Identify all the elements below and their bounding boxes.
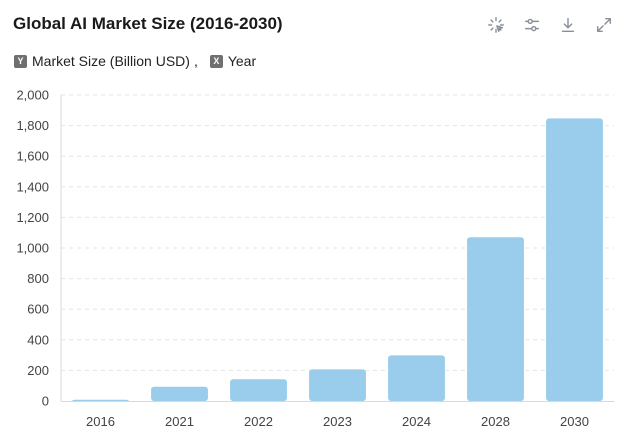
expand-icon[interactable]	[594, 15, 614, 35]
bar-2022	[230, 379, 287, 401]
x-tick-label: 2021	[165, 414, 194, 429]
x-tick-label: 2023	[323, 414, 352, 429]
x-tick-label: 2028	[481, 414, 510, 429]
y-tick-label: 1,600	[16, 149, 49, 164]
x-tick-label: 2016	[86, 414, 115, 429]
bar-2024	[388, 355, 445, 401]
y-axis-legend-label: Market Size (Billion USD)	[32, 53, 190, 69]
y-tick-label: 800	[27, 271, 49, 286]
y-tick-label: 0	[42, 394, 49, 409]
y-tick-label: 1,800	[16, 118, 49, 133]
bar-2023	[309, 369, 366, 401]
chart-toolbar	[486, 15, 614, 35]
y-tick-label: 1,200	[16, 210, 49, 225]
x-tick-label: 2024	[402, 414, 431, 429]
filter-sliders-icon[interactable]	[522, 15, 542, 35]
download-icon[interactable]	[558, 15, 578, 35]
bar-2016	[72, 399, 129, 401]
bar-2021	[151, 386, 208, 401]
legend-separator: ,	[193, 53, 198, 69]
x-axis-legend-label: Year	[227, 53, 257, 69]
y-tick-label: 2,000	[16, 88, 49, 103]
y-tick-label: 1,000	[16, 241, 49, 256]
axis-legend: Y Market Size (Billion USD) , X Year	[14, 53, 256, 69]
y-tick-label: 1,400	[16, 179, 49, 194]
x-tick-label: 2030	[560, 414, 589, 429]
x-tick-label: 2022	[244, 414, 273, 429]
y-tick-label: 400	[27, 332, 49, 347]
bar-2028	[467, 237, 524, 401]
y-tick-label: 200	[27, 363, 49, 378]
bar-2030	[546, 118, 603, 401]
x-axis-badge: X	[209, 54, 223, 68]
chart-title: Global AI Market Size (2016-2030)	[13, 14, 283, 33]
sparkle-icon[interactable]	[486, 15, 506, 35]
y-axis-badge: Y	[14, 54, 27, 68]
y-tick-label: 600	[27, 302, 49, 317]
